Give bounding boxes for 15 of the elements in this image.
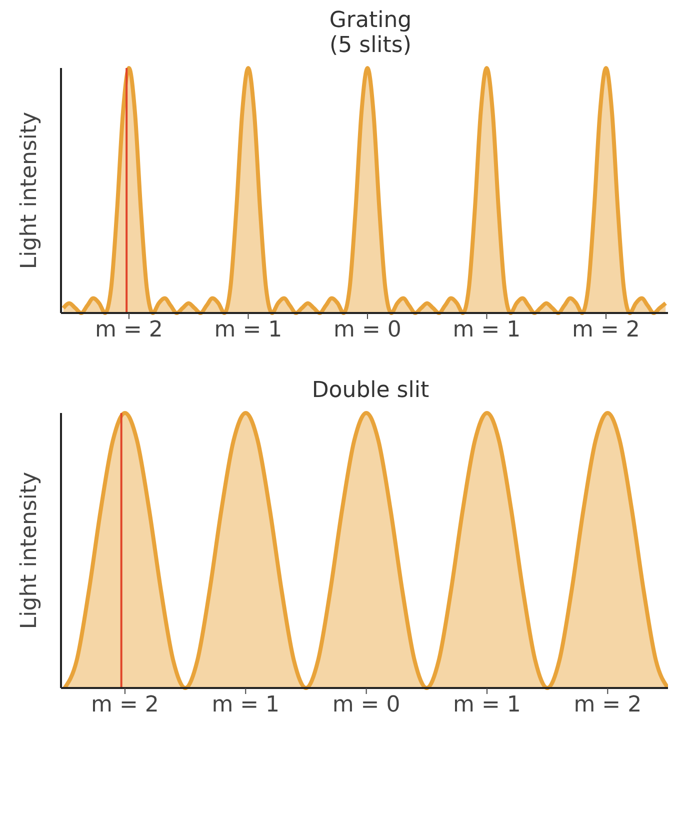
x-tick-label: m = 2 xyxy=(91,692,159,718)
x-tick-label: m = 0 xyxy=(332,692,400,718)
x-tick-label: m = 2 xyxy=(572,318,640,343)
chart-title: Double slit xyxy=(310,378,430,403)
y-axis-title: Light intensity xyxy=(16,472,42,630)
x-tick-label: m = 0 xyxy=(334,318,402,343)
x-tick-label: m = 2 xyxy=(574,692,642,718)
x-tick-label: m = 1 xyxy=(453,692,521,718)
x-tick-label: m = 1 xyxy=(452,318,521,343)
chart-subtitle: (5 slits) xyxy=(328,33,412,58)
chart-title: Grating xyxy=(328,8,413,33)
y-axis-title: Light intensity xyxy=(16,112,42,270)
x-tick-label: m = 2 xyxy=(95,318,163,343)
x-tick-label: m = 1 xyxy=(214,318,282,343)
x-tick-label: m = 1 xyxy=(212,692,280,718)
